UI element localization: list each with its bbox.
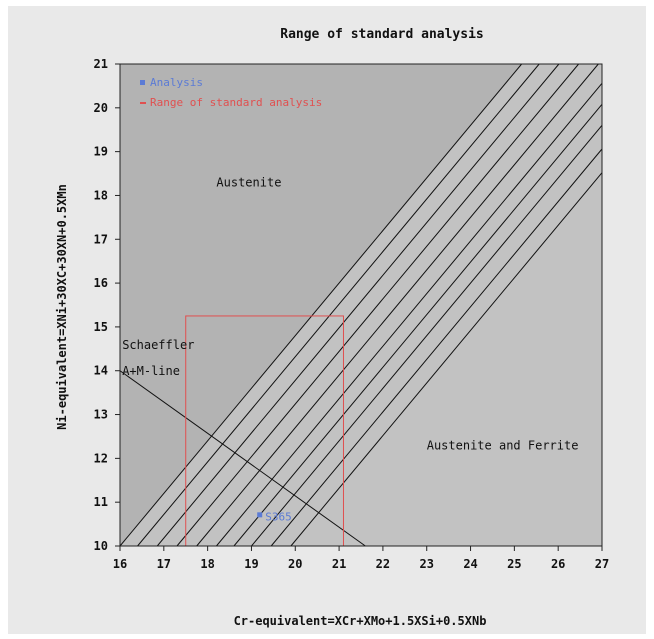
annotation-label: A+M-line [122,364,180,378]
x-tick-label: 21 [332,557,346,571]
y-tick-label: 12 [94,451,108,465]
y-tick-label: 14 [94,364,108,378]
y-tick-label: 20 [94,101,108,115]
legend-label: Range of standard analysis [150,96,322,109]
x-tick-label: 17 [157,557,171,571]
x-tick-label: 26 [551,557,565,571]
x-tick-label: 25 [507,557,521,571]
ferrite-line-10 [290,172,603,547]
ferrite-line-5 [196,63,599,547]
annotation-label: Austenite [216,176,281,190]
ferrite-line-2 [137,63,540,547]
y-tick-label: 19 [94,145,108,159]
y-tick-label: 17 [94,232,108,246]
y-axis-label: Ni-equivalent=XNi+30XC+30XN+0.5XMn [55,184,69,430]
ferrite-line-3 [156,63,560,547]
x-tick-label: 24 [463,557,477,571]
x-tick-label: 22 [376,557,390,571]
x-tick-label: 23 [420,557,434,571]
chart-svg: Range of standard analysis Cr-equivalent… [55,27,610,628]
y-tick-label: 16 [94,276,108,290]
plot-area: S365 16 17 18 19 20 21 22 23 24 25 26 27 10 11 12 13 14 15… [94,57,610,571]
y-tick-label: 10 [94,539,108,553]
schaeffler-am-line [119,370,366,547]
x-tick-label: 16 [113,557,127,571]
ferrite-line-9 [270,148,603,547]
x-tick-label: 18 [200,557,214,571]
annotation-label: Schaeffler [122,338,194,352]
y-tick-label: 11 [94,495,108,509]
ferrite-line-4 [176,63,580,547]
x-tick-label: 20 [288,557,302,571]
y-tick-label: 13 [94,408,108,422]
x-axis-label: Cr-equivalent=XCr+XMo+1.5XSi+0.5XNb [234,614,487,628]
legend-label: Analysis [150,76,203,89]
chart-title: Range of standard analysis [280,27,484,42]
annotation-label: Austenite and Ferrite [427,439,579,453]
ferrite-line-1 [119,63,523,547]
x-tick-label: 19 [244,557,258,571]
y-tick-label: 18 [94,188,108,202]
y-tick-label: 15 [94,320,108,334]
legend-marker [140,80,145,85]
plot-border [119,63,603,547]
ferrite-line-6 [216,82,603,547]
x-tick-label: 27 [595,557,609,571]
chart-frame: Range of standard analysis Cr-equivalent… [8,6,646,634]
ferrite-line-7 [233,103,603,547]
analysis-point [257,512,263,518]
analysis-point-label: S365 [265,510,292,523]
y-tick-label: 21 [94,57,108,71]
ferrite-line-8 [251,125,603,547]
